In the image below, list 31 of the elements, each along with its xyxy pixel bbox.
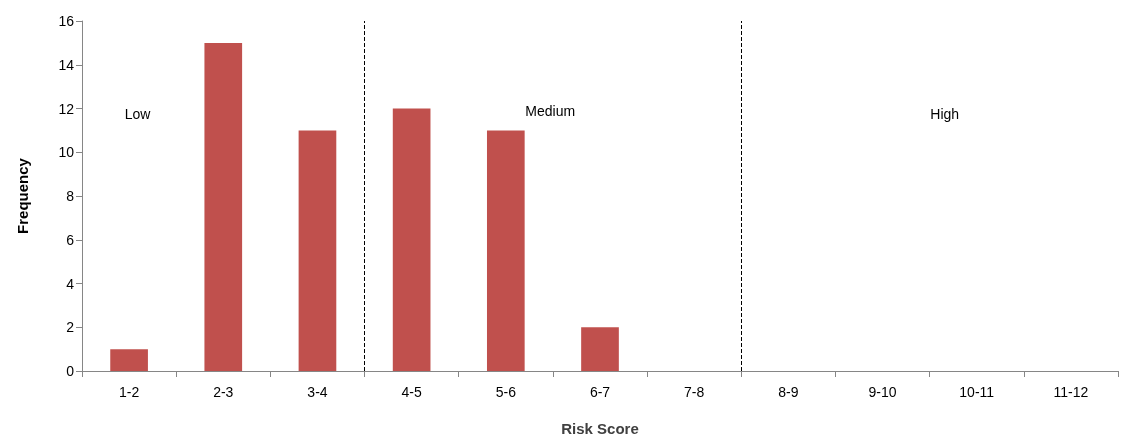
bar	[486, 130, 525, 371]
y-tick-label: 2	[66, 319, 75, 336]
y-tick-label: 0	[66, 363, 75, 379]
x-tick-label: 11-12	[1053, 384, 1089, 400]
x-tick-label: 2-3	[213, 384, 234, 400]
y-tick-label: 4	[66, 275, 75, 292]
x-tick-label: 3-4	[307, 384, 328, 400]
annotation: Medium	[525, 103, 576, 120]
bar	[298, 130, 337, 371]
y-tick-label: 14	[58, 56, 75, 73]
x-tick-label: 8-9	[778, 384, 799, 400]
x-tick-label: 4-5	[401, 384, 422, 400]
annotation: High	[930, 105, 960, 122]
x-tick-label: 6-7	[589, 384, 611, 400]
x-tick-label: 9-10	[868, 384, 897, 400]
x-tick-label: 10-11	[959, 384, 995, 400]
bar	[110, 349, 148, 371]
y-tick-label: 6	[66, 231, 75, 248]
x-tick-label: 1-2	[118, 384, 140, 400]
bar	[581, 327, 619, 371]
x-tick-label: 7-8	[684, 384, 705, 400]
y-axis-title: Frequency	[14, 157, 31, 234]
bar	[392, 108, 431, 371]
annotation: Low	[124, 105, 152, 122]
x-axis-title: Risk Score	[561, 420, 639, 437]
y-tick-label: 12	[58, 100, 75, 117]
y-tick-label: 8	[66, 188, 75, 204]
bar	[204, 42, 243, 371]
y-tick-label: 16	[58, 13, 75, 29]
y-tick-label: 10	[58, 144, 75, 161]
x-tick-label: 5-6	[495, 384, 517, 400]
